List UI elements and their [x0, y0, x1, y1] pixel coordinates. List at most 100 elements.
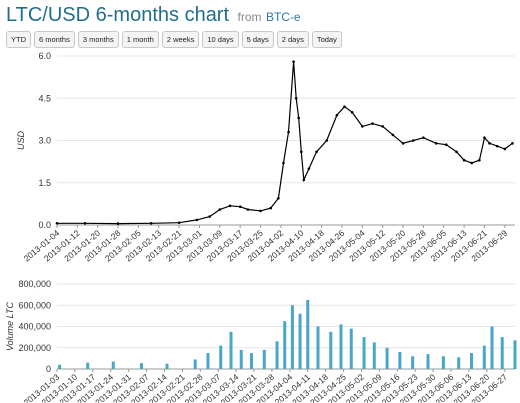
range-button-today[interactable]: Today — [311, 31, 342, 48]
range-button-ytd[interactable]: YTD — [6, 31, 31, 48]
chart-title: LTC/USD 6-months chart from BTC-e — [6, 4, 301, 27]
price-point — [83, 222, 87, 225]
price-point — [218, 208, 222, 211]
range-button-10-days[interactable]: 10 days — [202, 31, 239, 48]
y-tick-label: 400,000 — [18, 322, 51, 332]
volume-bar — [457, 357, 461, 369]
price-point — [269, 206, 273, 210]
range-button-6-months[interactable]: 6 months — [34, 31, 75, 48]
price-chart: 0.01.53.04.56.0USD2013-01-042013-01-1220… — [16, 51, 515, 263]
price-point — [195, 218, 199, 222]
price-point — [307, 167, 311, 170]
volume-bar — [482, 345, 486, 369]
volume-bar — [306, 299, 310, 369]
volume-bar — [298, 313, 302, 369]
volume-bar — [349, 328, 353, 369]
volume-bar — [219, 345, 223, 369]
range-button-2-weeks[interactable]: 2 weeks — [161, 31, 200, 48]
volume-bar — [86, 362, 90, 369]
y-tick-label: 1.5 — [38, 178, 51, 188]
volume-bar — [193, 359, 197, 369]
price-point — [325, 139, 329, 142]
price-point — [294, 96, 298, 100]
price-point — [116, 222, 120, 225]
volume-bar — [329, 331, 333, 369]
price-point — [361, 125, 364, 128]
price-point — [478, 158, 481, 162]
volume-bar — [372, 342, 376, 369]
volume-bar — [398, 352, 402, 369]
y-tick-label: 0.0 — [38, 220, 51, 230]
y-tick-label: 600,000 — [18, 300, 51, 310]
volume-bar — [290, 305, 294, 369]
price-point — [445, 143, 448, 147]
volume-bar — [426, 354, 430, 369]
price-point — [287, 130, 290, 134]
volume-bar — [411, 356, 415, 369]
price-point — [238, 205, 242, 208]
price-point — [462, 158, 466, 162]
price-point — [350, 111, 354, 114]
y-axis-title: USD — [16, 131, 26, 151]
range-button-1-month[interactable]: 1 month — [121, 31, 159, 48]
price-point — [277, 196, 280, 200]
volume-bar — [339, 324, 343, 369]
source-link[interactable]: BTC-e — [265, 10, 301, 24]
price-point — [343, 105, 346, 108]
price-point — [434, 142, 438, 145]
volume-bar — [275, 341, 279, 369]
volume-bar — [111, 361, 115, 369]
price-point — [282, 161, 285, 165]
range-button-5-days[interactable]: 5 days — [241, 31, 274, 48]
volume-bar — [490, 326, 494, 369]
range-selector: YTD 6 months 3 months 1 month 2 weeks 10… — [6, 31, 342, 48]
volume-bar — [470, 353, 474, 369]
volume-bar — [513, 340, 517, 369]
price-point — [470, 161, 474, 165]
price-point — [297, 116, 301, 120]
volume-bar — [229, 331, 233, 369]
volume-bar — [500, 337, 504, 369]
price-point — [422, 136, 425, 139]
price-point — [55, 222, 59, 225]
volume-bar — [283, 321, 287, 369]
price-point — [335, 113, 339, 117]
volume-bar — [441, 356, 445, 369]
y-tick-label: 4.5 — [38, 93, 51, 103]
range-button-3-months[interactable]: 3 months — [77, 31, 119, 48]
price-point — [246, 208, 250, 211]
price-point — [149, 222, 153, 225]
price-point — [381, 125, 384, 128]
price-point — [391, 133, 395, 137]
volume-bar — [362, 337, 366, 369]
price-line — [57, 61, 513, 225]
title-from-label: from — [237, 10, 262, 24]
volume-bar — [316, 326, 320, 369]
price-point — [208, 215, 211, 218]
page-title: LTC/USD 6-months chart — [6, 4, 230, 26]
y-tick-label: 3.0 — [38, 136, 51, 146]
price-point — [411, 139, 415, 142]
price-point — [299, 150, 303, 154]
y-tick-label: 200,000 — [18, 343, 51, 353]
volume-bar — [165, 363, 169, 369]
volume-bar — [249, 353, 253, 369]
price-point — [177, 221, 181, 225]
range-button-2-days[interactable]: 2 days — [276, 31, 309, 48]
price-point — [488, 142, 491, 145]
price-point — [228, 204, 232, 208]
price-point — [511, 142, 514, 145]
price-point — [315, 150, 318, 154]
y-axis-title: Volume LTC — [5, 301, 15, 351]
price-point — [455, 150, 458, 154]
volume-bar — [206, 353, 210, 369]
volume-bar — [385, 347, 389, 369]
price-point — [495, 144, 499, 148]
price-point — [503, 147, 507, 151]
volume-bar — [239, 349, 243, 369]
volume-bar — [139, 363, 143, 369]
price-point — [371, 122, 374, 125]
price-point — [259, 209, 262, 213]
y-tick-label: 0 — [46, 364, 51, 374]
